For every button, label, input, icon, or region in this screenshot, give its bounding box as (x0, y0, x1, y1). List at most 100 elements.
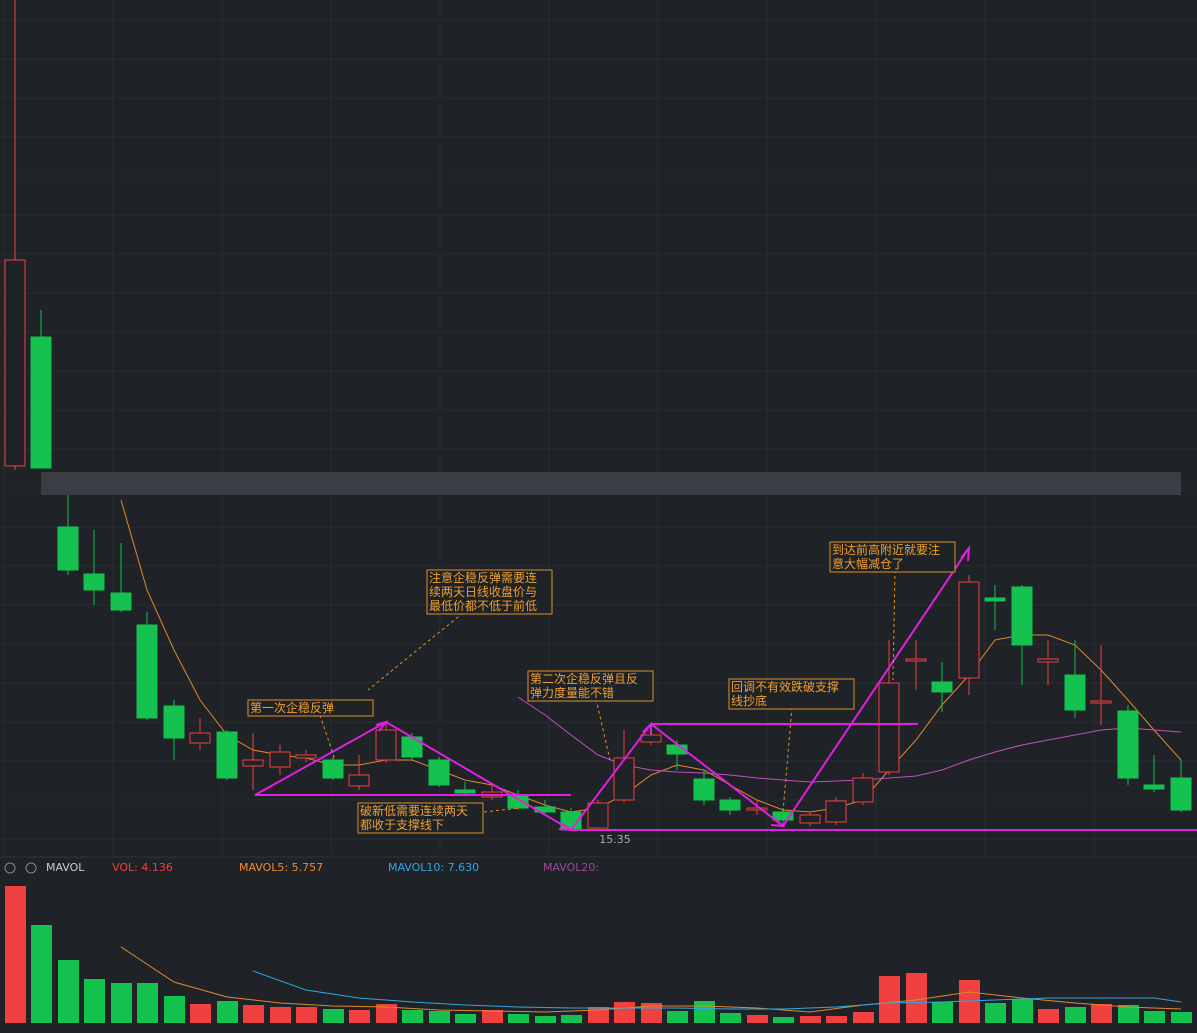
annotation-text: 意大幅减仓了 (832, 556, 904, 571)
annotation-box (357, 802, 484, 834)
volume-bar (826, 1016, 847, 1023)
candle-body (136, 624, 158, 719)
volume-bar (243, 1005, 264, 1023)
volume-bar (1118, 1005, 1139, 1023)
volume-bar (1038, 1009, 1059, 1023)
volume-bar (137, 983, 158, 1023)
volume-bars (5, 886, 1192, 1023)
annotation-text: 都收于支撑线下 (360, 817, 444, 832)
volume-bar (164, 996, 185, 1023)
candle-body (1037, 658, 1059, 663)
volume-bar (853, 1012, 874, 1023)
leader-lines (319, 569, 896, 813)
candle-body (83, 573, 105, 591)
volume-bar (1091, 1004, 1112, 1023)
volume-bar (959, 980, 980, 1023)
annotation-text: 第一次企稳反弹 (250, 700, 334, 715)
annotation-text: 续两天日线收盘价与 (429, 584, 537, 599)
candle-body (30, 336, 52, 469)
candle-body (242, 759, 264, 767)
candle-body (163, 705, 185, 739)
candle-body (295, 754, 317, 759)
close-icon[interactable] (25, 862, 37, 874)
volume-bar (879, 976, 900, 1023)
volume-bar (588, 1007, 609, 1023)
arrow-heads (375, 544, 971, 832)
candle-body (348, 774, 370, 787)
volume-bar (614, 1002, 635, 1023)
drawings (254, 544, 1197, 832)
annotation-box (426, 569, 553, 615)
mavol10-label: MAVOL10: 7.630 (388, 861, 479, 874)
low-marker: 15.35 (599, 833, 631, 846)
candle-body (322, 759, 344, 779)
volume-bar (455, 1014, 476, 1023)
volume-bar (84, 979, 105, 1023)
annotation-text: 弹力度量能不错 (530, 685, 614, 700)
volume-bar (217, 1001, 238, 1023)
candle-body (905, 658, 927, 662)
annotation-text: 回调不有效跌破支撑 (731, 679, 839, 694)
candle-body (772, 811, 794, 821)
candle-body (1143, 784, 1165, 790)
volume-bar (932, 1002, 953, 1023)
volume-bar (694, 1001, 715, 1023)
candle-body (958, 581, 980, 679)
volume-bar (482, 1010, 503, 1023)
candle-body (269, 751, 291, 768)
annotation-text: 破新低需要连续两天 (360, 803, 468, 818)
candle-body (110, 592, 132, 611)
candle-body (825, 800, 847, 823)
volume-bar (561, 1015, 582, 1023)
volume-bar (349, 1010, 370, 1023)
candle-body (984, 597, 1006, 602)
volume-bar (323, 1009, 344, 1023)
mavol5-line (120, 946, 1182, 1013)
candle-body (189, 732, 211, 744)
candle-body (1117, 710, 1139, 779)
candle-body (931, 681, 953, 693)
trend-zigzag (254, 547, 970, 832)
price-band (41, 472, 1181, 495)
volume-bar (508, 1014, 529, 1023)
candle-body (746, 807, 768, 811)
candle-body (57, 526, 79, 571)
annotations: 第一次企稳反弹 注意企稳反弹需要连续两天日线收盘价与最低价都不低于前低第二次企稳反… (247, 541, 956, 834)
candle-body (4, 259, 26, 467)
candle-body (1064, 674, 1086, 711)
candle-body (1011, 586, 1033, 646)
volume-bar (1144, 1011, 1165, 1023)
candle-body (507, 794, 529, 809)
annotation-box (829, 541, 956, 573)
annotation-text: 到达前高附近就要注 (832, 542, 940, 557)
candle-body (401, 736, 423, 758)
volume-bar (1171, 1012, 1192, 1023)
candle-body (852, 777, 874, 803)
volume-bar (985, 1003, 1006, 1023)
vol-label: VOL: 4.136 (112, 861, 173, 874)
indicator-name[interactable]: MAVOL (46, 861, 85, 874)
candles (4, 0, 1192, 831)
volume-bar (111, 983, 132, 1023)
candle-body (454, 789, 476, 794)
volume-bar (747, 1015, 768, 1023)
mavol10-line (252, 970, 1182, 1010)
volume-bar (535, 1016, 556, 1023)
annotation-text: 线抄底 (731, 693, 767, 708)
candle-body (693, 778, 715, 801)
settings-icon[interactable] (4, 862, 16, 874)
annotation-text: 注意企稳反弹需要连 (429, 570, 537, 585)
candle-body (613, 757, 635, 801)
candle-body (375, 729, 397, 761)
volume-bar (376, 1004, 397, 1023)
volume-bar (402, 1010, 423, 1023)
candle-body (428, 759, 450, 786)
volume-bar (773, 1017, 794, 1023)
volume-bar (5, 886, 26, 1023)
volume-bar (667, 1011, 688, 1023)
volume-header: MAVOL VOL: 4.136 MAVOL5: 5.757 MAVOL10: … (4, 861, 599, 874)
volume-bar (31, 925, 52, 1023)
